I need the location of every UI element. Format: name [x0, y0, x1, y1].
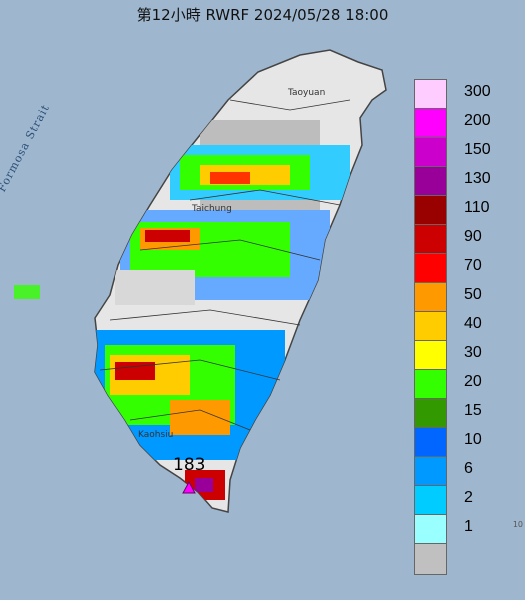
city-label-kaohsiung: Kaohsiu — [138, 430, 174, 440]
legend-label: 200 — [464, 112, 491, 129]
legend-swatch — [414, 485, 447, 517]
legend-label: 2 — [464, 489, 473, 506]
legend-label: 110 — [464, 199, 490, 216]
legend-swatch — [414, 340, 447, 372]
legend-label: 20 — [464, 373, 482, 390]
legend-swatch — [414, 398, 447, 430]
legend-label: 300 — [464, 83, 491, 100]
max-rainfall-value: 183 — [173, 455, 206, 475]
legend-swatch — [414, 543, 447, 575]
legend-swatch — [414, 224, 447, 256]
legend-swatch — [414, 137, 447, 169]
city-label-taoyuan: Taoyuan — [288, 88, 326, 98]
legend-label: 130 — [464, 170, 491, 187]
legend-swatch — [414, 456, 447, 488]
legend-label: 15 — [464, 402, 482, 419]
map-title: 第12小時 RWRF 2024/05/28 18:00 — [136, 6, 389, 24]
edge-label: 10 — [512, 520, 523, 529]
legend-swatch — [414, 282, 447, 314]
legend-label: 30 — [464, 344, 482, 361]
legend-swatch — [414, 427, 447, 459]
rain-field — [95, 120, 350, 500]
city-label-taichung: Taichung — [192, 204, 232, 214]
legend-swatch — [414, 311, 447, 343]
legend-swatch — [414, 79, 447, 111]
legend-swatch — [414, 253, 447, 285]
legend-label: 150 — [464, 141, 491, 158]
legend-swatch — [414, 195, 447, 227]
legend-label: 50 — [464, 286, 482, 303]
legend-label: 70 — [464, 257, 482, 274]
offshore-rain-patch — [14, 285, 40, 299]
legend-label: 1 — [464, 518, 473, 535]
legend-swatch — [414, 108, 447, 140]
legend-swatch — [414, 166, 447, 198]
max-rainfall-marker — [182, 480, 196, 494]
legend-label: 6 — [464, 460, 473, 477]
legend-swatch — [414, 514, 447, 546]
legend-label: 40 — [464, 315, 482, 332]
legend-label: 90 — [464, 228, 482, 245]
legend-swatch — [414, 369, 447, 401]
legend-label: 10 — [464, 431, 482, 448]
county-borders — [99, 99, 351, 431]
